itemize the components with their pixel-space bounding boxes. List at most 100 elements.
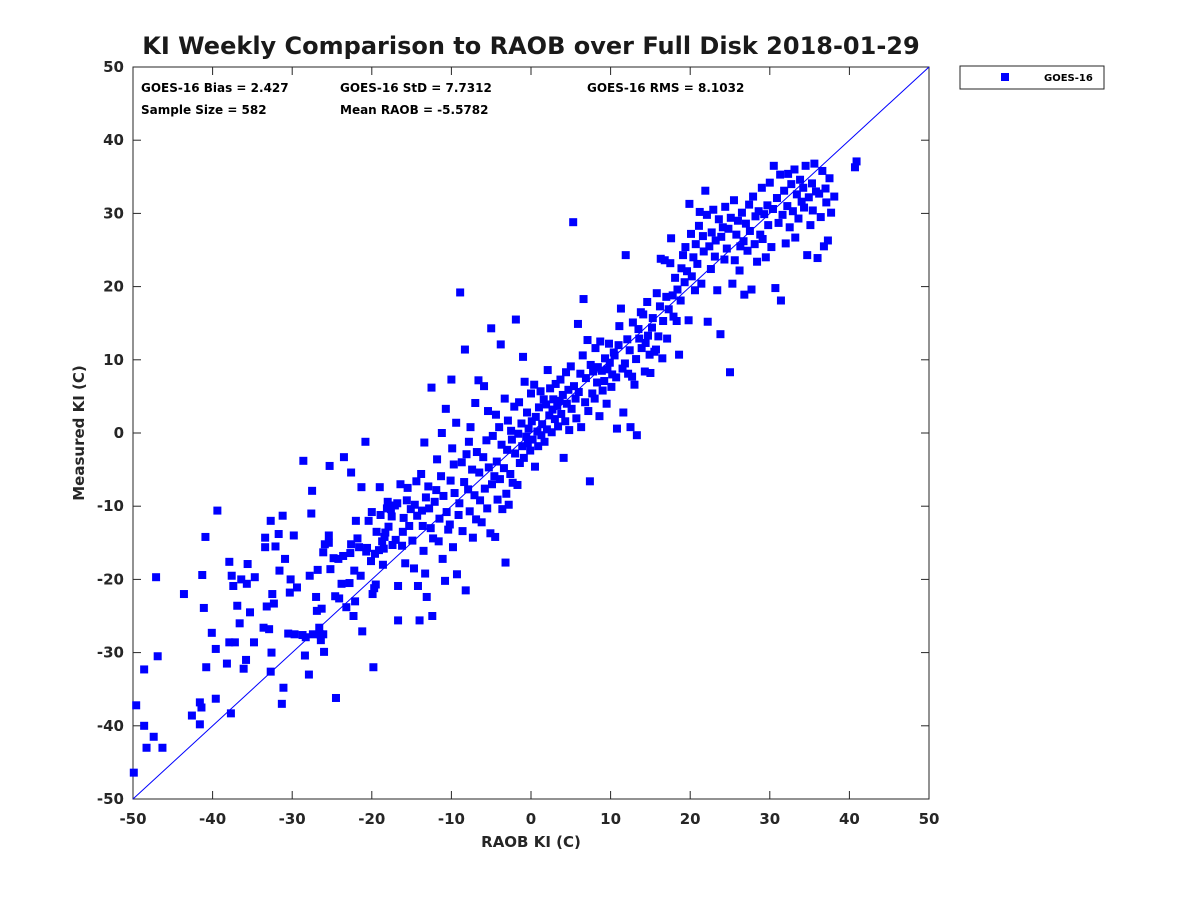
data-point — [758, 235, 767, 244]
data-point — [493, 495, 502, 504]
data-point — [584, 407, 593, 416]
data-point — [353, 534, 362, 543]
data-point — [406, 505, 415, 514]
data-point — [590, 394, 599, 403]
data-point — [714, 215, 723, 224]
data-point — [484, 407, 493, 416]
data-point — [132, 701, 141, 710]
data-point — [140, 721, 149, 730]
data-point — [780, 186, 789, 195]
data-point — [290, 630, 299, 639]
data-point — [409, 564, 418, 573]
data-point — [640, 367, 649, 376]
data-point — [351, 597, 360, 606]
data-point — [816, 213, 825, 222]
data-point — [788, 207, 797, 216]
data-point — [799, 183, 808, 192]
data-point — [664, 305, 673, 314]
data-point — [588, 389, 597, 398]
x-tick-label: -40 — [199, 810, 226, 828]
data-point — [492, 457, 501, 466]
data-point — [335, 594, 344, 603]
data-point — [705, 242, 714, 251]
data-point — [441, 404, 450, 413]
data-point — [308, 630, 317, 639]
data-point — [239, 664, 248, 673]
data-point — [455, 499, 464, 508]
data-point — [618, 364, 627, 373]
data-point — [452, 418, 461, 427]
sample-size-stat: Sample Size = 582 — [141, 103, 267, 117]
data-point — [819, 242, 828, 251]
data-point — [371, 580, 380, 589]
data-point — [644, 331, 653, 340]
data-point — [355, 543, 364, 552]
y-tick-label: 20 — [103, 278, 124, 296]
data-point — [743, 246, 752, 255]
data-point — [398, 541, 407, 550]
data-point — [230, 638, 239, 647]
data-point — [654, 332, 663, 341]
data-point — [339, 551, 348, 560]
data-point — [567, 404, 576, 413]
data-point — [635, 334, 644, 343]
bias-stat: GOES-16 Bias = 2.427 — [141, 81, 289, 95]
data-point — [242, 579, 251, 588]
data-point — [803, 251, 812, 260]
data-point — [677, 264, 686, 273]
data-point — [358, 627, 367, 636]
data-point — [448, 543, 457, 552]
data-point — [658, 354, 667, 363]
data-point — [768, 205, 777, 214]
data-point — [129, 768, 138, 777]
data-point — [456, 288, 465, 297]
data-point — [380, 532, 389, 541]
y-tick-label: -40 — [97, 717, 124, 735]
data-point — [527, 417, 536, 426]
data-point — [448, 444, 457, 453]
data-point — [317, 604, 326, 613]
data-point — [660, 256, 669, 265]
data-point — [813, 254, 822, 263]
data-point — [536, 387, 545, 396]
data-point — [457, 458, 466, 467]
data-point — [761, 253, 770, 262]
data-point — [530, 462, 539, 471]
data-point — [508, 478, 517, 487]
data-point — [345, 579, 354, 588]
data-point — [794, 214, 803, 223]
data-point — [827, 208, 836, 217]
data-point — [375, 483, 384, 492]
data-point — [495, 423, 504, 432]
data-point — [507, 435, 516, 444]
data-point — [751, 212, 760, 221]
data-point — [765, 178, 774, 187]
data-point — [269, 599, 278, 608]
data-point — [605, 339, 614, 348]
data-point — [480, 484, 489, 493]
data-point — [480, 382, 489, 391]
data-point — [284, 629, 293, 638]
data-point — [286, 575, 295, 584]
data-point — [520, 377, 529, 386]
data-point — [559, 453, 568, 462]
x-axis-label: RAOB KI (C) — [481, 833, 581, 851]
data-point — [378, 560, 387, 569]
x-axis: -50 -40 -30 -20 -10 0 10 20 30 40 50 — [119, 67, 939, 828]
data-point — [250, 573, 259, 582]
data-point — [550, 415, 559, 424]
data-point — [774, 218, 783, 227]
data-point — [754, 207, 763, 216]
data-point — [324, 538, 333, 547]
data-point — [292, 583, 301, 592]
mean-raob-stat: Mean RAOB = -5.5782 — [340, 103, 488, 117]
data-point — [749, 192, 758, 201]
data-point — [741, 219, 750, 228]
data-point — [601, 354, 610, 363]
data-point — [349, 612, 358, 620]
data-point — [378, 537, 387, 546]
data-point — [369, 663, 378, 672]
data-point — [722, 244, 731, 253]
data-point — [388, 540, 397, 549]
y-tick-label: -50 — [97, 790, 124, 808]
